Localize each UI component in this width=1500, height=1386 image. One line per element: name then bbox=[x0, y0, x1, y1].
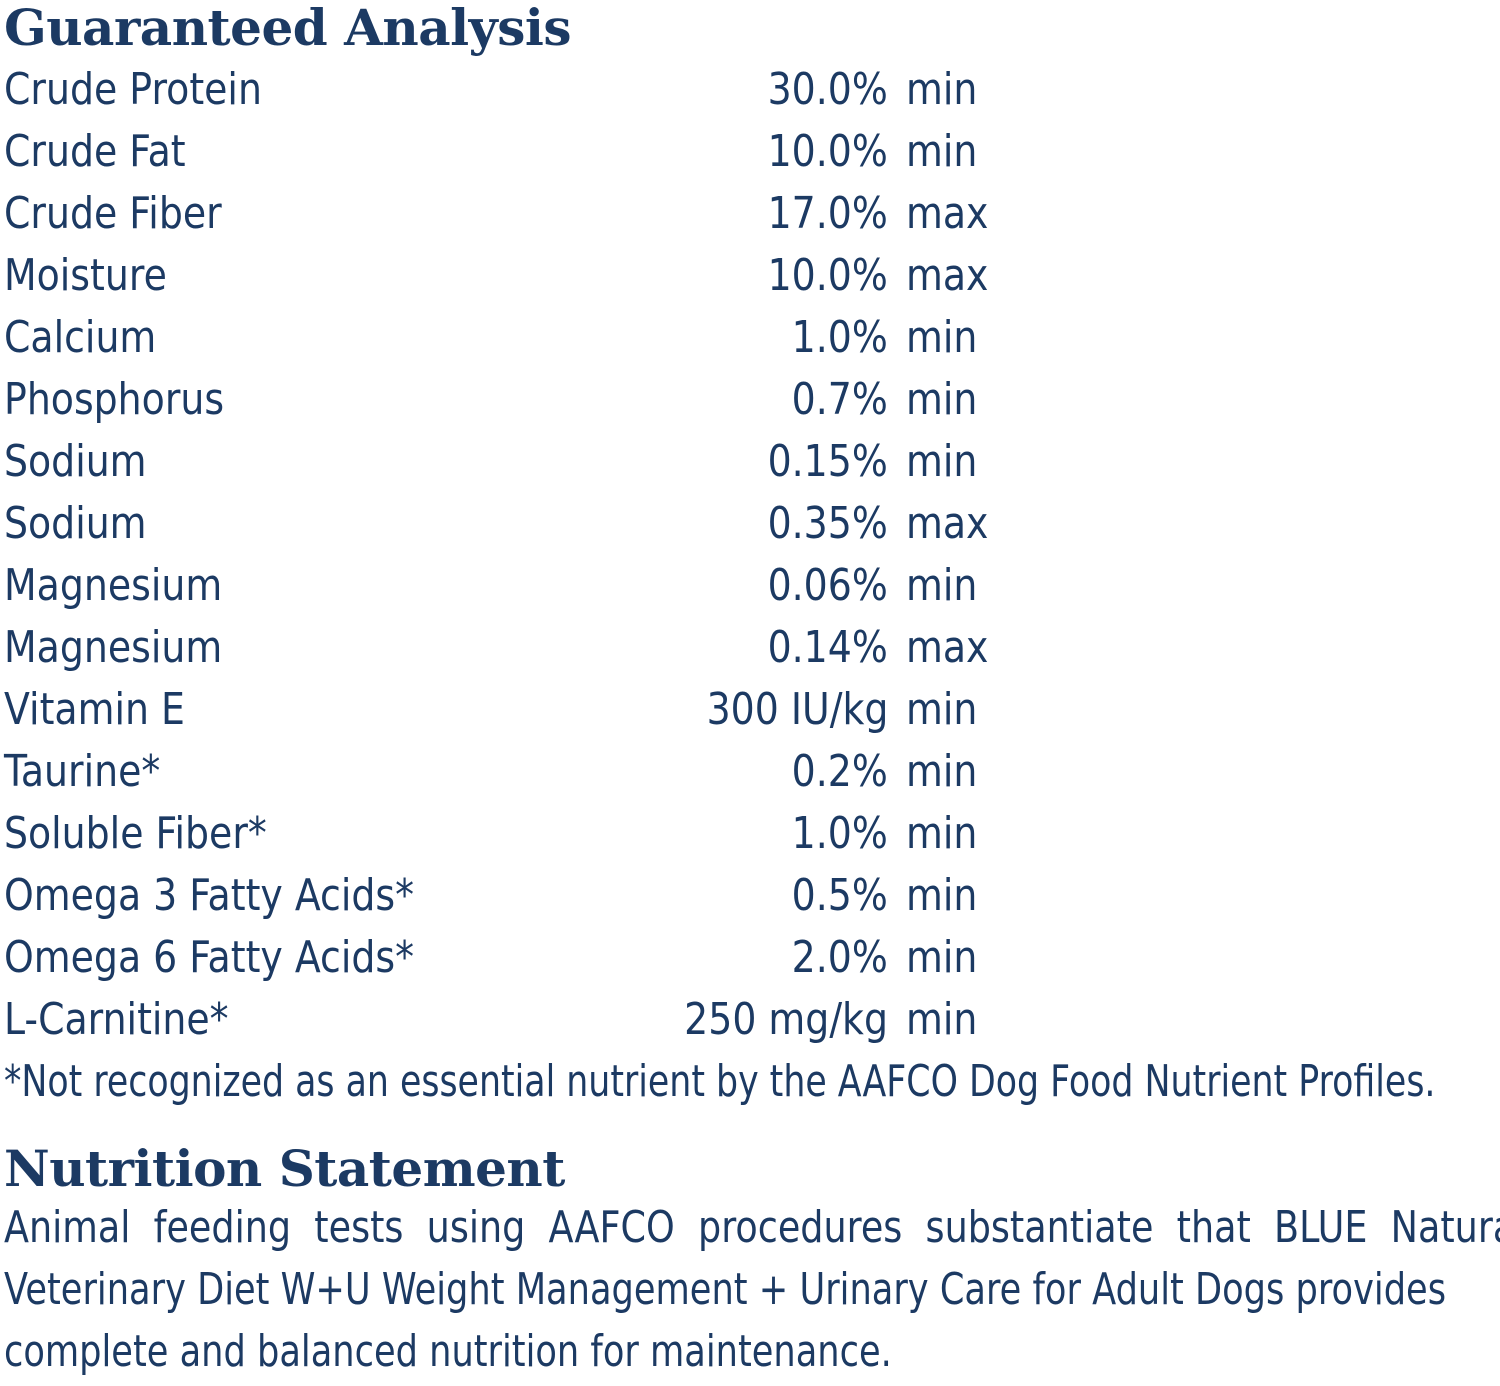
aafco-footnote: *Not recognized as an essential nutrient… bbox=[4, 1056, 1436, 1107]
table-row: Omega 3 Fatty Acids* 0.5% min bbox=[0, 865, 1500, 927]
nutrient-name: Moisture bbox=[4, 250, 167, 301]
nutrient-amount: 0.14% bbox=[767, 622, 888, 673]
nutrient-amount: 17.0% bbox=[767, 188, 888, 239]
nutrient-name: Vitamin E bbox=[4, 684, 185, 735]
nutrient-qualifier: min bbox=[906, 932, 978, 983]
table-row: L-Carnitine* 250 mg/kg min bbox=[0, 989, 1500, 1051]
nutrient-name: Soluble Fiber* bbox=[4, 808, 267, 859]
nutrient-qualifier: min bbox=[906, 994, 978, 1045]
nutrient-name: Sodium bbox=[4, 436, 147, 487]
nutrient-qualifier: min bbox=[906, 684, 978, 735]
nutrition-statement-text: Animal feeding tests using AAFCO procedu… bbox=[4, 1197, 1500, 1383]
nutrient-qualifier: max bbox=[906, 250, 989, 301]
table-row: Sodium 0.15% min bbox=[0, 431, 1500, 493]
nutrient-amount: 0.7% bbox=[791, 374, 888, 425]
table-row: Omega 6 Fatty Acids* 2.0% min bbox=[0, 927, 1500, 989]
nutrient-amount: 0.06% bbox=[767, 560, 888, 611]
guaranteed-analysis-table: Crude Protein 30.0% min Crude Fat 10.0% … bbox=[0, 59, 1500, 1051]
table-row: Calcium 1.0% min bbox=[0, 307, 1500, 369]
guaranteed-analysis-title: Guaranteed Analysis bbox=[4, 0, 572, 57]
nutrient-amount: 10.0% bbox=[767, 250, 888, 301]
nutrition-statement-title: Nutrition Statement bbox=[4, 1139, 565, 1198]
nutrient-name: Taurine* bbox=[4, 746, 161, 797]
table-row: Crude Fat 10.0% min bbox=[0, 121, 1500, 183]
nutrient-qualifier: max bbox=[906, 188, 989, 239]
table-row: Magnesium 0.14% max bbox=[0, 617, 1500, 679]
nutrient-qualifier: max bbox=[906, 622, 989, 673]
nutrient-name: Crude Protein bbox=[4, 64, 262, 115]
nutrient-name: L-Carnitine* bbox=[4, 994, 229, 1045]
nutrient-name: Crude Fat bbox=[4, 126, 186, 177]
nutrient-name: Crude Fiber bbox=[4, 188, 222, 239]
nutrient-name: Omega 3 Fatty Acids* bbox=[4, 870, 415, 921]
table-row: Taurine* 0.2% min bbox=[0, 741, 1500, 803]
nutrient-name: Omega 6 Fatty Acids* bbox=[4, 932, 415, 983]
nutrient-name: Sodium bbox=[4, 498, 147, 549]
nutrient-name: Magnesium bbox=[4, 622, 223, 673]
nutrient-qualifier: min bbox=[906, 808, 978, 859]
nutrient-amount: 30.0% bbox=[767, 64, 888, 115]
nutrient-amount: 0.2% bbox=[791, 746, 888, 797]
nutrient-qualifier: min bbox=[906, 64, 978, 115]
statement-line: Veterinary Diet W+U Weight Management + … bbox=[4, 1264, 1447, 1315]
nutrient-qualifier: min bbox=[906, 374, 978, 425]
table-row: Soluble Fiber* 1.0% min bbox=[0, 803, 1500, 865]
nutrient-qualifier: min bbox=[906, 560, 978, 611]
nutrient-qualifier: min bbox=[906, 436, 978, 487]
nutrient-qualifier: min bbox=[906, 312, 978, 363]
nutrient-amount: 10.0% bbox=[767, 126, 888, 177]
nutrient-amount: 1.0% bbox=[791, 808, 888, 859]
nutrient-amount: 250 mg/kg bbox=[684, 994, 888, 1045]
table-row: Sodium 0.35% max bbox=[0, 493, 1500, 555]
table-row: Vitamin E 300 IU/kg min bbox=[0, 679, 1500, 741]
nutrient-amount: 0.35% bbox=[767, 498, 888, 549]
nutrient-qualifier: min bbox=[906, 870, 978, 921]
nutrient-amount: 1.0% bbox=[791, 312, 888, 363]
nutrient-name: Calcium bbox=[4, 312, 157, 363]
nutrient-name: Phosphorus bbox=[4, 374, 225, 425]
nutrient-amount: 2.0% bbox=[791, 932, 888, 983]
table-row: Magnesium 0.06% min bbox=[0, 555, 1500, 617]
table-row: Crude Protein 30.0% min bbox=[0, 59, 1500, 121]
statement-line: Animal feeding tests using AAFCO procedu… bbox=[4, 1202, 1500, 1253]
table-row: Moisture 10.0% max bbox=[0, 245, 1500, 307]
nutrient-qualifier: min bbox=[906, 126, 978, 177]
nutrient-qualifier: min bbox=[906, 746, 978, 797]
nutrient-qualifier: max bbox=[906, 498, 989, 549]
table-row: Crude Fiber 17.0% max bbox=[0, 183, 1500, 245]
table-row: Phosphorus 0.7% min bbox=[0, 369, 1500, 431]
nutrient-amount: 300 IU/kg bbox=[706, 684, 888, 735]
nutrient-amount: 0.15% bbox=[767, 436, 888, 487]
nutrient-name: Magnesium bbox=[4, 560, 223, 611]
nutrient-amount: 0.5% bbox=[791, 870, 888, 921]
statement-line: complete and balanced nutrition for main… bbox=[4, 1326, 892, 1377]
